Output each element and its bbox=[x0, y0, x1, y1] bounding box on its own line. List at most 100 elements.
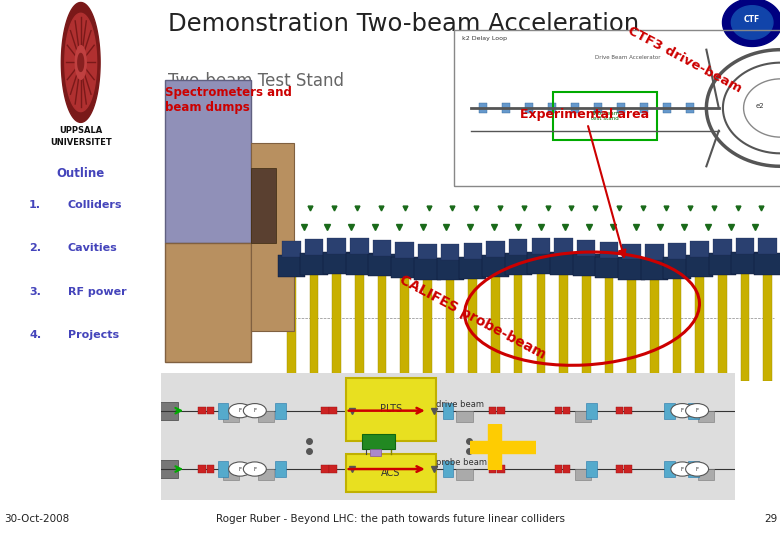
Polygon shape bbox=[732, 6, 773, 39]
Bar bbox=[618, 258, 645, 280]
Text: 30-Oct-2008: 30-Oct-2008 bbox=[4, 514, 69, 524]
Bar bbox=[441, 244, 459, 260]
Bar bbox=[622, 244, 641, 259]
Polygon shape bbox=[78, 53, 83, 71]
Bar bbox=[627, 271, 636, 381]
Bar bbox=[718, 266, 727, 381]
Bar bbox=[758, 238, 777, 254]
Bar bbox=[559, 265, 568, 381]
Bar bbox=[732, 252, 759, 274]
Text: Experimental area: Experimental area bbox=[520, 107, 649, 256]
Bar bbox=[664, 461, 675, 477]
Bar bbox=[640, 259, 668, 280]
Bar bbox=[165, 80, 251, 243]
Text: e2: e2 bbox=[756, 103, 764, 109]
Text: RF power: RF power bbox=[68, 287, 126, 296]
Bar bbox=[553, 92, 657, 140]
Text: F: F bbox=[681, 467, 684, 471]
Bar bbox=[368, 254, 395, 276]
Text: F: F bbox=[696, 467, 699, 471]
Bar bbox=[573, 254, 600, 276]
Text: F: F bbox=[254, 408, 257, 413]
Text: PLTS: PLTS bbox=[380, 404, 402, 414]
Bar bbox=[198, 407, 206, 415]
Bar bbox=[754, 253, 780, 275]
Bar bbox=[223, 410, 239, 422]
Bar bbox=[498, 407, 505, 415]
Circle shape bbox=[671, 403, 694, 418]
Bar bbox=[531, 238, 550, 254]
Bar bbox=[362, 434, 395, 449]
Bar bbox=[346, 377, 436, 441]
Bar bbox=[594, 103, 602, 113]
Bar bbox=[479, 103, 488, 113]
Bar bbox=[489, 407, 496, 415]
Bar bbox=[391, 469, 407, 481]
Bar bbox=[251, 168, 276, 243]
Bar bbox=[282, 241, 300, 256]
Text: Two-beam
test stand: Two-beam test stand bbox=[591, 111, 619, 122]
Bar bbox=[223, 469, 239, 481]
Text: drive beam: drive beam bbox=[436, 400, 484, 409]
Bar bbox=[502, 103, 510, 113]
Text: Two-beam Test Stand: Two-beam Test Stand bbox=[168, 72, 344, 90]
Text: F: F bbox=[239, 408, 242, 413]
Bar bbox=[443, 402, 453, 419]
Text: CTF: CTF bbox=[744, 16, 760, 24]
Text: ACS: ACS bbox=[381, 468, 400, 478]
Bar bbox=[257, 410, 274, 422]
Bar bbox=[537, 265, 545, 381]
Bar bbox=[616, 407, 623, 415]
Text: Construction supported by the
Swedish Research Council and the
Knut and Alice Wa: Construction supported by the Swedish Re… bbox=[498, 384, 697, 423]
Text: Demonstration Two-beam Acceleration: Demonstration Two-beam Acceleration bbox=[168, 12, 639, 37]
Bar bbox=[698, 410, 714, 422]
Bar bbox=[525, 103, 534, 113]
Bar bbox=[287, 268, 296, 381]
Bar bbox=[482, 255, 509, 278]
Bar bbox=[278, 255, 305, 278]
Bar bbox=[548, 103, 556, 113]
Text: Outline: Outline bbox=[57, 167, 105, 180]
Bar bbox=[158, 402, 178, 420]
Text: CTF3 drive-beam: CTF3 drive-beam bbox=[626, 24, 743, 96]
Bar bbox=[373, 240, 392, 255]
Bar bbox=[640, 103, 648, 113]
Bar bbox=[600, 242, 618, 258]
Bar bbox=[686, 255, 713, 277]
Bar bbox=[469, 270, 477, 381]
Text: F: F bbox=[254, 467, 257, 471]
Text: Colliders: Colliders bbox=[68, 200, 122, 210]
Bar bbox=[207, 465, 214, 473]
Bar bbox=[207, 407, 214, 415]
Bar bbox=[486, 241, 505, 256]
Text: 29: 29 bbox=[764, 514, 778, 524]
Bar bbox=[645, 244, 664, 260]
Bar bbox=[456, 410, 473, 422]
Bar bbox=[624, 407, 632, 415]
Text: Projects: Projects bbox=[68, 330, 119, 340]
Bar bbox=[350, 238, 369, 254]
Bar bbox=[378, 267, 386, 381]
Text: k2 Delay Loop: k2 Delay Loop bbox=[463, 36, 508, 41]
Bar bbox=[328, 238, 346, 254]
Bar bbox=[305, 239, 324, 255]
Text: probe beam: probe beam bbox=[436, 458, 487, 467]
Circle shape bbox=[243, 462, 266, 476]
Bar bbox=[616, 465, 623, 473]
Bar bbox=[391, 256, 418, 279]
Bar bbox=[527, 252, 555, 274]
Bar bbox=[158, 460, 178, 478]
Bar bbox=[310, 266, 318, 381]
Bar bbox=[456, 469, 473, 481]
Bar bbox=[402, 402, 413, 419]
Bar bbox=[391, 410, 407, 422]
Bar bbox=[414, 258, 441, 280]
Bar bbox=[488, 424, 501, 470]
Bar bbox=[713, 239, 732, 254]
Bar bbox=[686, 103, 694, 113]
Bar bbox=[218, 402, 229, 419]
Bar bbox=[418, 244, 437, 259]
Text: 4.: 4. bbox=[29, 330, 41, 340]
Bar bbox=[664, 402, 675, 419]
Bar bbox=[509, 239, 527, 255]
